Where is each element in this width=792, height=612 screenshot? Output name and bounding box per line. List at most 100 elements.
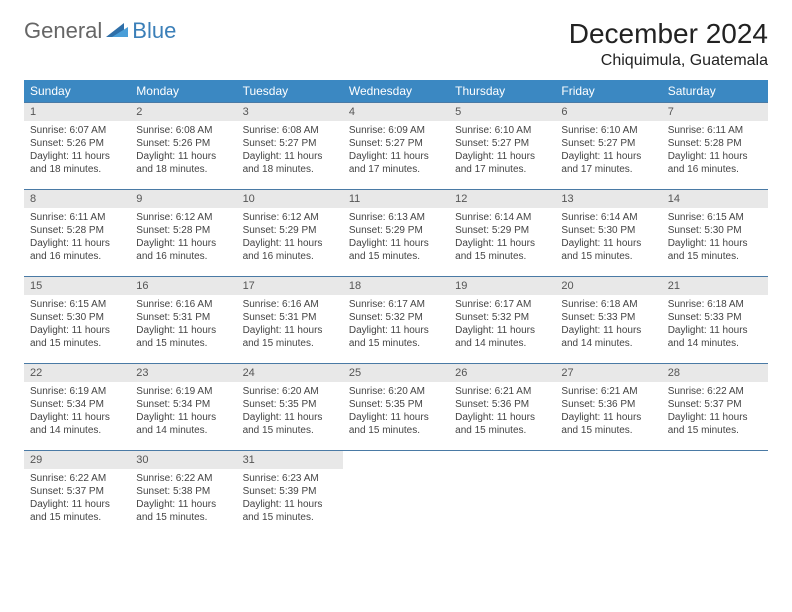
daylight-text: Daylight: 11 hours and 15 minutes.: [243, 498, 337, 524]
daylight-text: Daylight: 11 hours and 15 minutes.: [561, 411, 655, 437]
calendar-cell: 13Sunrise: 6:14 AMSunset: 5:30 PMDayligh…: [555, 190, 661, 276]
calendar-cell: 20Sunrise: 6:18 AMSunset: 5:33 PMDayligh…: [555, 277, 661, 363]
day-number: 23: [130, 364, 236, 382]
sunrise-text: Sunrise: 6:17 AM: [349, 298, 443, 311]
cell-body: Sunrise: 6:22 AMSunset: 5:37 PMDaylight:…: [662, 382, 768, 443]
daylight-text: Daylight: 11 hours and 14 minutes.: [455, 324, 549, 350]
sunset-text: Sunset: 5:26 PM: [30, 137, 124, 150]
cell-body: Sunrise: 6:11 AMSunset: 5:28 PMDaylight:…: [662, 121, 768, 182]
daylight-text: Daylight: 11 hours and 15 minutes.: [455, 237, 549, 263]
sunrise-text: Sunrise: 6:16 AM: [136, 298, 230, 311]
day-number: 2: [130, 103, 236, 121]
sunset-text: Sunset: 5:29 PM: [243, 224, 337, 237]
day-number: 31: [237, 451, 343, 469]
daylight-text: Daylight: 11 hours and 15 minutes.: [668, 411, 762, 437]
calendar-cell: 5Sunrise: 6:10 AMSunset: 5:27 PMDaylight…: [449, 103, 555, 189]
sunset-text: Sunset: 5:27 PM: [243, 137, 337, 150]
daylight-text: Daylight: 11 hours and 15 minutes.: [455, 411, 549, 437]
sunset-text: Sunset: 5:28 PM: [668, 137, 762, 150]
daylight-text: Daylight: 11 hours and 17 minutes.: [455, 150, 549, 176]
calendar-cell: 26Sunrise: 6:21 AMSunset: 5:36 PMDayligh…: [449, 364, 555, 450]
daylight-text: Daylight: 11 hours and 15 minutes.: [136, 498, 230, 524]
calendar-cell: 19Sunrise: 6:17 AMSunset: 5:32 PMDayligh…: [449, 277, 555, 363]
day-number: 9: [130, 190, 236, 208]
day-number: 22: [24, 364, 130, 382]
daylight-text: Daylight: 11 hours and 18 minutes.: [243, 150, 337, 176]
sunrise-text: Sunrise: 6:22 AM: [30, 472, 124, 485]
sunrise-text: Sunrise: 6:09 AM: [349, 124, 443, 137]
sunset-text: Sunset: 5:26 PM: [136, 137, 230, 150]
cell-body: Sunrise: 6:10 AMSunset: 5:27 PMDaylight:…: [449, 121, 555, 182]
sunrise-text: Sunrise: 6:13 AM: [349, 211, 443, 224]
sunrise-text: Sunrise: 6:14 AM: [561, 211, 655, 224]
calendar-cell: 6Sunrise: 6:10 AMSunset: 5:27 PMDaylight…: [555, 103, 661, 189]
day-number: 25: [343, 364, 449, 382]
calendar-cell: 11Sunrise: 6:13 AMSunset: 5:29 PMDayligh…: [343, 190, 449, 276]
cell-body: Sunrise: 6:14 AMSunset: 5:29 PMDaylight:…: [449, 208, 555, 269]
daylight-text: Daylight: 11 hours and 15 minutes.: [349, 237, 443, 263]
sunset-text: Sunset: 5:35 PM: [243, 398, 337, 411]
calendar-cell: 10Sunrise: 6:12 AMSunset: 5:29 PMDayligh…: [237, 190, 343, 276]
daylight-text: Daylight: 11 hours and 15 minutes.: [30, 324, 124, 350]
cell-body: Sunrise: 6:07 AMSunset: 5:26 PMDaylight:…: [24, 121, 130, 182]
cell-body: Sunrise: 6:08 AMSunset: 5:26 PMDaylight:…: [130, 121, 236, 182]
daylight-text: Daylight: 11 hours and 14 minutes.: [30, 411, 124, 437]
daylight-text: Daylight: 11 hours and 15 minutes.: [136, 324, 230, 350]
sunset-text: Sunset: 5:30 PM: [30, 311, 124, 324]
daylight-text: Daylight: 11 hours and 17 minutes.: [349, 150, 443, 176]
calendar-cell: 25Sunrise: 6:20 AMSunset: 5:35 PMDayligh…: [343, 364, 449, 450]
calendar-cell: 17Sunrise: 6:16 AMSunset: 5:31 PMDayligh…: [237, 277, 343, 363]
daylight-text: Daylight: 11 hours and 15 minutes.: [561, 237, 655, 263]
sunrise-text: Sunrise: 6:19 AM: [30, 385, 124, 398]
sunrise-text: Sunrise: 6:10 AM: [455, 124, 549, 137]
calendar-cell: 27Sunrise: 6:21 AMSunset: 5:36 PMDayligh…: [555, 364, 661, 450]
day-number: 6: [555, 103, 661, 121]
calendar-cell: 29Sunrise: 6:22 AMSunset: 5:37 PMDayligh…: [24, 451, 130, 537]
day-number: 26: [449, 364, 555, 382]
location: Chiquimula, Guatemala: [569, 52, 768, 70]
day-number: 10: [237, 190, 343, 208]
sunset-text: Sunset: 5:38 PM: [136, 485, 230, 498]
sunset-text: Sunset: 5:37 PM: [30, 485, 124, 498]
sunrise-text: Sunrise: 6:20 AM: [243, 385, 337, 398]
title-block: December 2024 Chiquimula, Guatemala: [569, 18, 768, 70]
calendar-cell: 22Sunrise: 6:19 AMSunset: 5:34 PMDayligh…: [24, 364, 130, 450]
daylight-text: Daylight: 11 hours and 14 minutes.: [136, 411, 230, 437]
calendar-cell: 7Sunrise: 6:11 AMSunset: 5:28 PMDaylight…: [662, 103, 768, 189]
day-number: 11: [343, 190, 449, 208]
daylight-text: Daylight: 11 hours and 15 minutes.: [668, 237, 762, 263]
calendar: Sunday Monday Tuesday Wednesday Thursday…: [24, 80, 768, 537]
sunrise-text: Sunrise: 6:16 AM: [243, 298, 337, 311]
sunset-text: Sunset: 5:27 PM: [455, 137, 549, 150]
day-number: 5: [449, 103, 555, 121]
sunrise-text: Sunrise: 6:18 AM: [561, 298, 655, 311]
daylight-text: Daylight: 11 hours and 15 minutes.: [243, 324, 337, 350]
sunset-text: Sunset: 5:39 PM: [243, 485, 337, 498]
daylight-text: Daylight: 11 hours and 16 minutes.: [136, 237, 230, 263]
cell-body: Sunrise: 6:12 AMSunset: 5:28 PMDaylight:…: [130, 208, 236, 269]
sunrise-text: Sunrise: 6:18 AM: [668, 298, 762, 311]
daylight-text: Daylight: 11 hours and 16 minutes.: [30, 237, 124, 263]
calendar-cell: [449, 451, 555, 537]
sunrise-text: Sunrise: 6:08 AM: [243, 124, 337, 137]
sunset-text: Sunset: 5:31 PM: [136, 311, 230, 324]
cell-body: Sunrise: 6:12 AMSunset: 5:29 PMDaylight:…: [237, 208, 343, 269]
daylight-text: Daylight: 11 hours and 18 minutes.: [30, 150, 124, 176]
cell-body: Sunrise: 6:13 AMSunset: 5:29 PMDaylight:…: [343, 208, 449, 269]
daylight-text: Daylight: 11 hours and 14 minutes.: [561, 324, 655, 350]
sunrise-text: Sunrise: 6:23 AM: [243, 472, 337, 485]
day-number: 14: [662, 190, 768, 208]
cell-body: Sunrise: 6:19 AMSunset: 5:34 PMDaylight:…: [24, 382, 130, 443]
day-number: 4: [343, 103, 449, 121]
calendar-cell: 8Sunrise: 6:11 AMSunset: 5:28 PMDaylight…: [24, 190, 130, 276]
calendar-week: 8Sunrise: 6:11 AMSunset: 5:28 PMDaylight…: [24, 189, 768, 276]
cell-body: Sunrise: 6:15 AMSunset: 5:30 PMDaylight:…: [24, 295, 130, 356]
calendar-cell: 24Sunrise: 6:20 AMSunset: 5:35 PMDayligh…: [237, 364, 343, 450]
sunrise-text: Sunrise: 6:22 AM: [136, 472, 230, 485]
calendar-cell: 9Sunrise: 6:12 AMSunset: 5:28 PMDaylight…: [130, 190, 236, 276]
cell-body: Sunrise: 6:11 AMSunset: 5:28 PMDaylight:…: [24, 208, 130, 269]
sunrise-text: Sunrise: 6:20 AM: [349, 385, 443, 398]
sunset-text: Sunset: 5:34 PM: [136, 398, 230, 411]
calendar-cell: 14Sunrise: 6:15 AMSunset: 5:30 PMDayligh…: [662, 190, 768, 276]
calendar-cell: 3Sunrise: 6:08 AMSunset: 5:27 PMDaylight…: [237, 103, 343, 189]
